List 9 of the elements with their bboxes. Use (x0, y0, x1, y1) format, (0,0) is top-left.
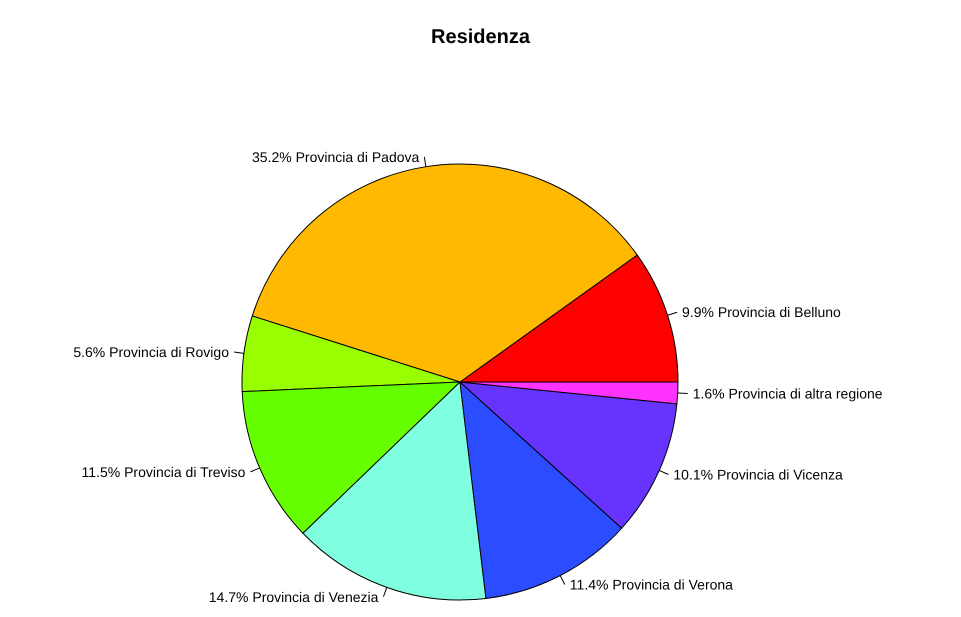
slice-label: 14.7% Provincia di Venezia (208, 588, 379, 605)
chart-title: Residenza (431, 26, 531, 48)
slice-label: 11.5% Provincia di Treviso (82, 464, 246, 480)
slice-label: 11.4% Provincia di Verona (570, 576, 734, 592)
slice-label: 35.2% Provincia di Padova (252, 148, 420, 165)
slice-label: 5.6% Provincia di Rovigo (73, 344, 230, 360)
slice-label: 9.9% Provincia di Belluno (682, 304, 842, 320)
slice-label: 10.1% Provincia di Vicenza (673, 466, 843, 483)
slice-label: 1.6% Provincia di altra regione (692, 385, 883, 402)
